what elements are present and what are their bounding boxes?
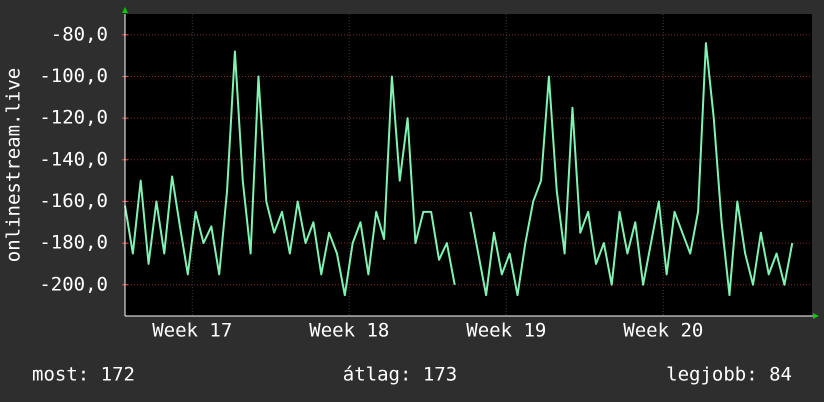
grid (122, 14, 812, 316)
y-tick-label: -180,0 (39, 232, 108, 254)
x-tick-label: Week 17 (152, 320, 232, 342)
x-tick-label: Week 18 (309, 320, 389, 342)
legend-current: most: 172 (32, 364, 135, 386)
y-tick-label: -120,0 (39, 107, 108, 129)
legend-best: legjobb: 84 (666, 364, 792, 386)
y-axis-label: onlinestream.live (3, 68, 25, 262)
x-tick-label: Week 19 (466, 320, 546, 342)
y-tick-label: -80,0 (51, 23, 108, 45)
y-tick-label: -100,0 (39, 65, 108, 87)
legend-average: átlag: 173 (343, 364, 457, 386)
plot-area (125, 14, 812, 316)
y-tick-label: -140,0 (39, 148, 108, 170)
y-tick-label: -160,0 (39, 190, 108, 212)
axis-arrow (813, 313, 819, 319)
labels: -200,0 -180,0 -160,0 -140,0 -120,0 -100,0 -80,… (39, 23, 703, 341)
x-tick-label: Week 20 (623, 320, 703, 342)
axis-arrow (122, 7, 128, 13)
y-tick-label: -200,0 (39, 273, 108, 295)
